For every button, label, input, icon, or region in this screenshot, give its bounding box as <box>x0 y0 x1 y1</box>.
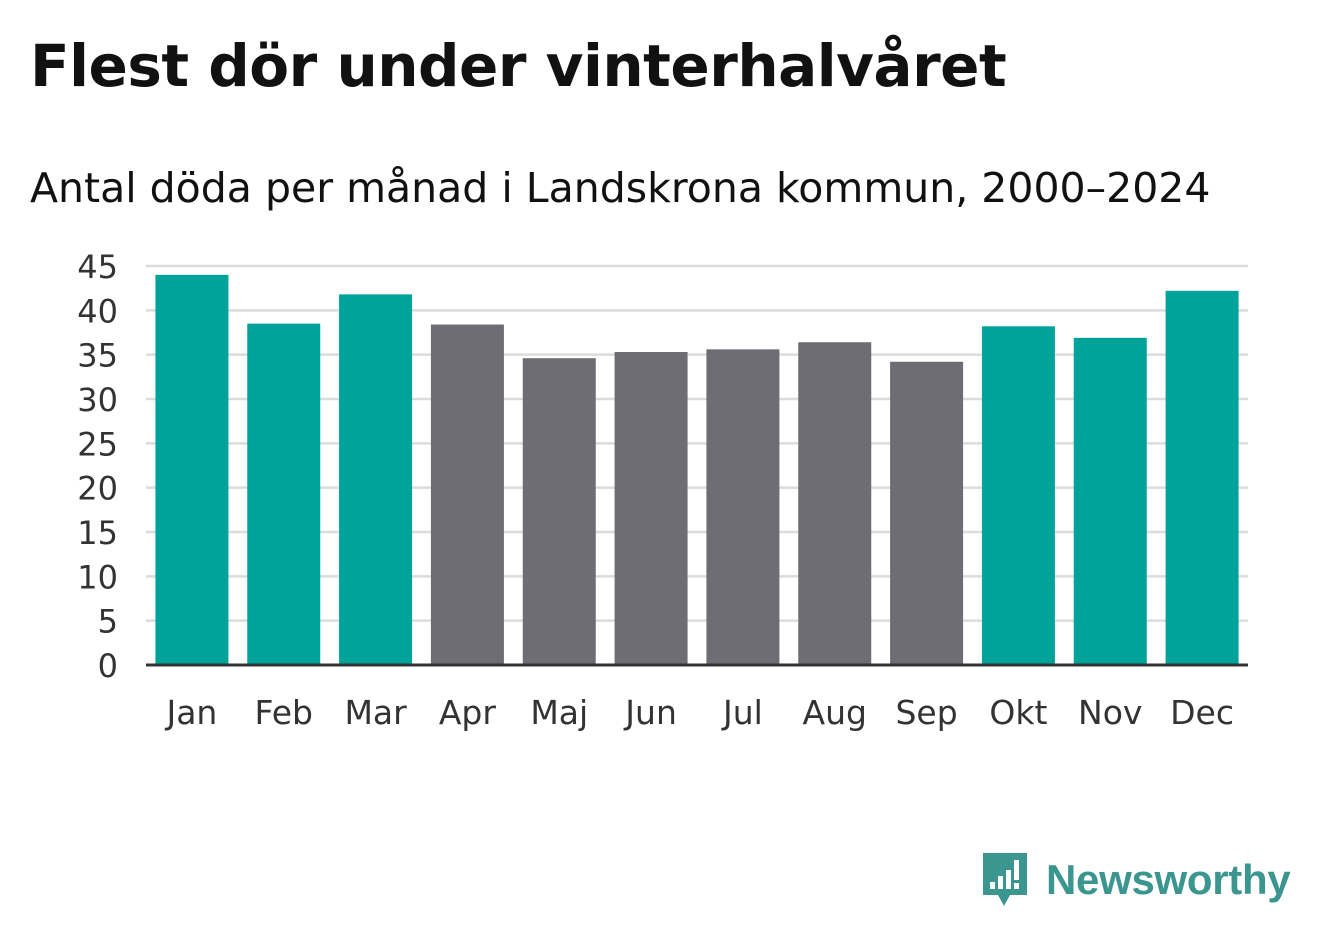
x-tick-label: Jul <box>721 693 763 732</box>
x-tick-label: Okt <box>989 693 1047 732</box>
newsworthy-bar-chart-speech-bubble-icon <box>983 853 1027 906</box>
x-tick-label: Maj <box>530 693 588 732</box>
y-tick-label: 5 <box>98 603 118 641</box>
x-tick-label: Mar <box>344 693 407 732</box>
x-tick-label: Jun <box>623 693 677 732</box>
y-tick-label: 0 <box>98 647 118 685</box>
x-tick-label: Jan <box>164 693 217 732</box>
y-tick-label: 15 <box>77 514 118 552</box>
x-tick-label: Aug <box>803 693 867 732</box>
bar-feb <box>247 323 321 665</box>
bar-okt <box>981 326 1055 665</box>
y-tick-label: 35 <box>77 337 118 375</box>
bar-nov <box>1073 337 1147 665</box>
y-tick-label: 25 <box>77 425 118 463</box>
y-tick-label: 45 <box>77 248 118 286</box>
bar-apr <box>430 324 504 665</box>
chart-title: Flest dör under vinterhalvåret <box>30 32 1007 100</box>
x-tick-label: Dec <box>1170 693 1234 732</box>
bar-sep <box>890 361 964 665</box>
bar-jun <box>614 352 688 665</box>
x-tick-label: Sep <box>895 693 957 732</box>
y-tick-label: 30 <box>77 381 118 419</box>
newsworthy-logo: Newsworthy <box>980 850 1291 910</box>
chart-subtitle: Antal döda per månad i Landskrona kommun… <box>30 164 1211 212</box>
x-tick-label: Nov <box>1078 693 1142 732</box>
bar-mar <box>339 294 413 665</box>
y-tick-label: 40 <box>77 292 118 330</box>
bar-aug <box>798 342 872 665</box>
brand-name: Newsworthy <box>1046 856 1291 903</box>
bar-dec <box>1165 290 1239 665</box>
y-tick-label: 20 <box>77 470 118 508</box>
x-tick-label: Feb <box>255 693 313 732</box>
x-tick-label: Apr <box>439 693 497 732</box>
bar-jan <box>155 274 229 665</box>
bar-maj <box>522 358 596 665</box>
y-tick-label: 10 <box>77 558 118 596</box>
bar-jul <box>706 349 780 665</box>
